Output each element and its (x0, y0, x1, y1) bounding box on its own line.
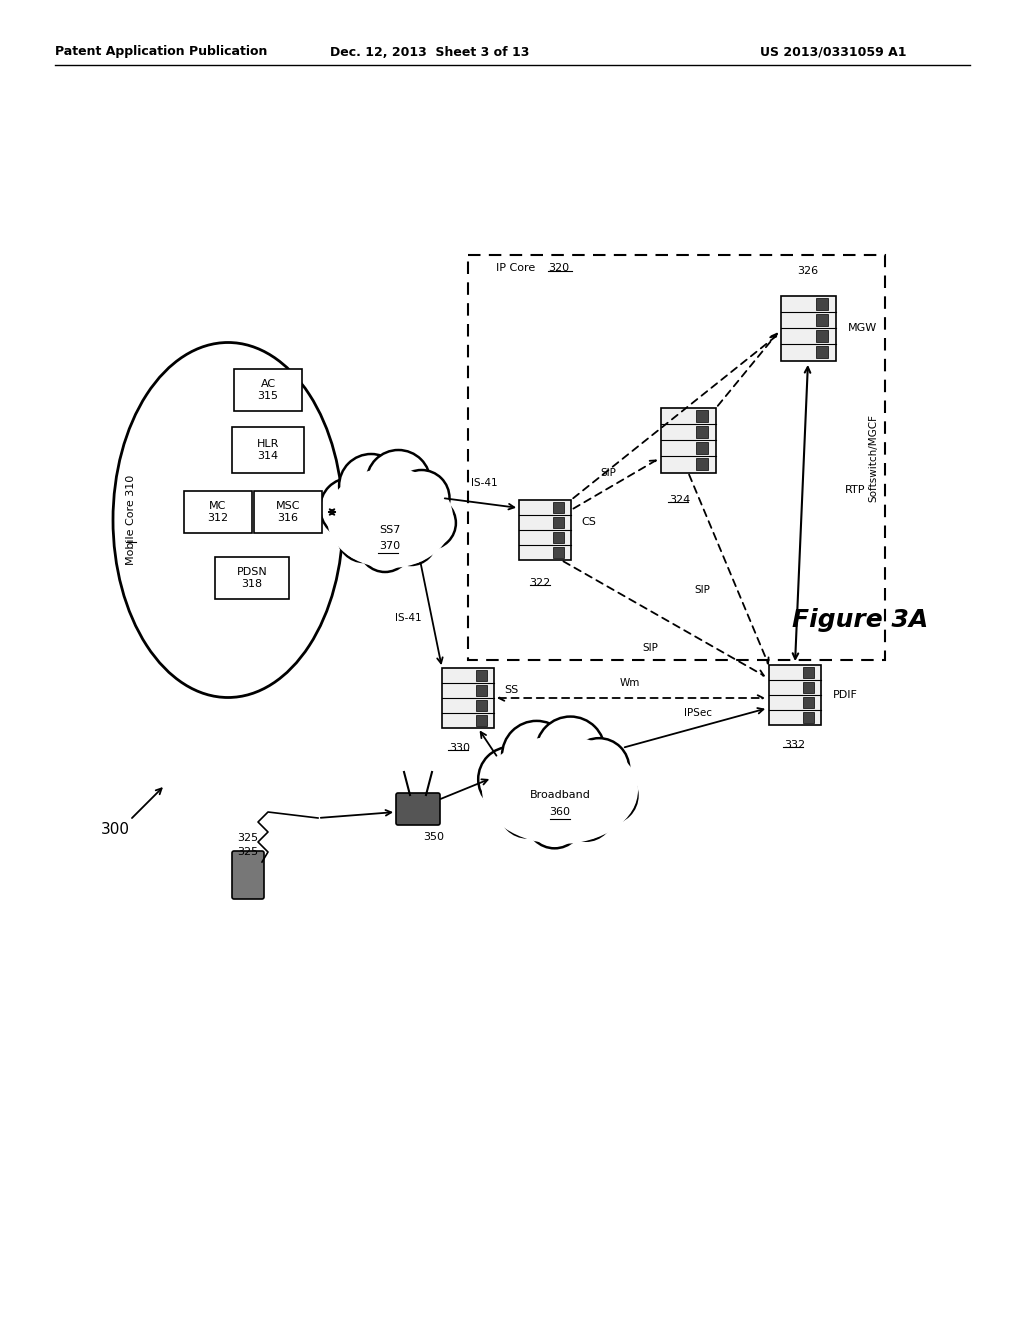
Circle shape (526, 792, 583, 849)
Circle shape (478, 747, 543, 812)
Text: SIP: SIP (600, 469, 616, 478)
FancyBboxPatch shape (769, 665, 821, 725)
Text: HLR
314: HLR 314 (257, 440, 280, 461)
FancyBboxPatch shape (553, 516, 564, 528)
Text: Broadband: Broadband (529, 789, 591, 800)
Circle shape (321, 478, 380, 539)
Text: PDSN
318: PDSN 318 (237, 568, 267, 589)
Circle shape (559, 787, 613, 841)
FancyBboxPatch shape (442, 668, 494, 729)
Text: SIP: SIP (642, 643, 658, 653)
Circle shape (403, 498, 456, 549)
FancyBboxPatch shape (254, 491, 322, 533)
Text: Dec. 12, 2013  Sheet 3 of 13: Dec. 12, 2013 Sheet 3 of 13 (331, 45, 529, 58)
FancyBboxPatch shape (816, 346, 828, 359)
Text: Mobile Core 310: Mobile Core 310 (126, 475, 136, 565)
Circle shape (386, 515, 436, 565)
Circle shape (339, 454, 403, 517)
Text: 324: 324 (670, 495, 690, 506)
FancyBboxPatch shape (519, 500, 571, 560)
FancyBboxPatch shape (553, 546, 564, 558)
FancyBboxPatch shape (696, 409, 709, 421)
Circle shape (393, 470, 450, 525)
FancyBboxPatch shape (803, 667, 814, 678)
Text: AC
315: AC 315 (257, 379, 279, 401)
Circle shape (367, 450, 430, 513)
Text: 320: 320 (548, 263, 569, 273)
Text: 330: 330 (450, 743, 470, 752)
Ellipse shape (482, 737, 638, 843)
Text: MSC
316: MSC 316 (275, 502, 300, 523)
Text: 360: 360 (550, 807, 570, 817)
FancyBboxPatch shape (476, 700, 487, 711)
Text: SS: SS (504, 685, 518, 696)
FancyBboxPatch shape (476, 685, 487, 696)
FancyBboxPatch shape (215, 557, 290, 599)
Text: 332: 332 (784, 741, 806, 750)
Text: SS7: SS7 (379, 525, 400, 535)
Text: 326: 326 (798, 267, 818, 276)
Text: IP Core: IP Core (496, 263, 539, 273)
Text: 325: 325 (238, 847, 259, 857)
FancyBboxPatch shape (553, 532, 564, 544)
Text: IS-41: IS-41 (471, 478, 498, 488)
Circle shape (500, 781, 556, 837)
FancyBboxPatch shape (660, 408, 716, 473)
FancyBboxPatch shape (234, 370, 302, 411)
Text: IS-41: IS-41 (395, 612, 422, 623)
FancyBboxPatch shape (816, 330, 828, 342)
FancyBboxPatch shape (232, 851, 264, 899)
Text: Patent Application Publication: Patent Application Publication (55, 45, 267, 58)
Text: US 2013/0331059 A1: US 2013/0331059 A1 (760, 45, 906, 58)
FancyBboxPatch shape (232, 426, 304, 473)
FancyBboxPatch shape (696, 442, 709, 454)
Circle shape (359, 520, 411, 572)
FancyBboxPatch shape (553, 502, 564, 513)
Text: RTP: RTP (845, 484, 865, 495)
Text: IPSec: IPSec (684, 708, 712, 718)
FancyBboxPatch shape (396, 793, 440, 825)
Text: CS: CS (581, 517, 596, 527)
FancyBboxPatch shape (476, 669, 487, 681)
FancyBboxPatch shape (780, 296, 836, 360)
FancyBboxPatch shape (816, 314, 828, 326)
Circle shape (568, 738, 629, 799)
Text: Wm: Wm (620, 678, 640, 688)
Circle shape (338, 510, 390, 562)
FancyBboxPatch shape (696, 426, 709, 438)
FancyBboxPatch shape (184, 491, 252, 533)
Circle shape (582, 767, 638, 824)
Text: 325: 325 (238, 833, 259, 843)
FancyBboxPatch shape (803, 711, 814, 723)
FancyBboxPatch shape (696, 458, 709, 470)
Text: 322: 322 (529, 578, 551, 587)
Circle shape (536, 717, 605, 785)
FancyBboxPatch shape (803, 681, 814, 693)
Text: 300: 300 (100, 822, 129, 837)
Text: Figure 3A: Figure 3A (792, 609, 928, 632)
FancyBboxPatch shape (816, 297, 828, 310)
Ellipse shape (113, 342, 343, 697)
Text: PDIF: PDIF (833, 690, 858, 700)
Circle shape (502, 721, 571, 789)
FancyBboxPatch shape (476, 715, 487, 726)
Text: SIP: SIP (694, 585, 710, 595)
Text: MC
312: MC 312 (208, 502, 228, 523)
Text: 350: 350 (423, 832, 444, 842)
Ellipse shape (327, 469, 453, 568)
Text: Softswitch/MGCF: Softswitch/MGCF (868, 413, 878, 502)
Text: 370: 370 (380, 541, 400, 550)
Text: MGW: MGW (848, 323, 878, 333)
FancyBboxPatch shape (803, 697, 814, 709)
